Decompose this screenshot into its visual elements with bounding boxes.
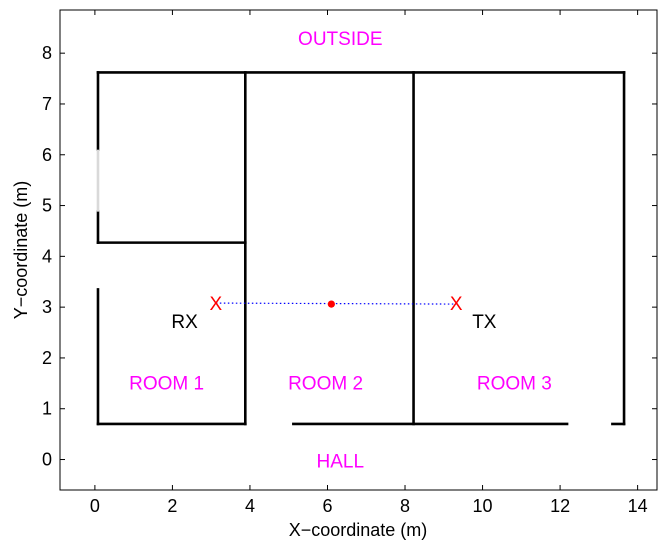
y-tick-label: 4	[42, 246, 52, 266]
y-tick-label: 5	[42, 196, 52, 216]
region-label-room-3: ROOM 3	[477, 373, 552, 394]
x-tick-label: 14	[628, 496, 648, 516]
tx-label: TX	[472, 312, 497, 333]
x-tick-label: 4	[245, 496, 255, 516]
markers: X X RX TX	[171, 294, 496, 333]
midpoint-dot	[327, 300, 335, 308]
rx-tx-path	[215, 302, 457, 305]
x-tick-label: 0	[90, 496, 100, 516]
x-axis-label: X−coordinate (m)	[289, 520, 428, 540]
region-labels: OUTSIDE ROOM 1 ROOM 2 ROOM 3 HALL	[129, 29, 552, 473]
region-label-hall: HALL	[317, 452, 365, 473]
region-label-room-1: ROOM 1	[129, 373, 204, 394]
x-tick-label: 2	[167, 496, 177, 516]
walls	[96, 71, 626, 426]
y-axis-label: Y−coordinate (m)	[11, 181, 31, 320]
x-tick-label: 10	[473, 496, 493, 516]
y-tick-label: 0	[42, 450, 52, 470]
x-tick-label: 12	[550, 496, 570, 516]
region-label-outside: OUTSIDE	[298, 29, 382, 50]
y-tick-label: 2	[42, 348, 52, 368]
y-tick-label: 8	[42, 43, 52, 63]
y-tick-label: 7	[42, 94, 52, 114]
plot-area	[59, 9, 658, 491]
x-tick-label: 8	[400, 496, 410, 516]
y-tick-label: 6	[42, 145, 52, 165]
x-tick-label: 6	[322, 496, 332, 516]
tx-marker: X	[450, 294, 463, 315]
y-tick-label: 3	[42, 297, 52, 317]
rx-marker: X	[209, 294, 222, 315]
y-tick-label: 1	[42, 399, 52, 419]
region-label-room-2: ROOM 2	[288, 373, 363, 394]
rx-label: RX	[171, 312, 198, 333]
